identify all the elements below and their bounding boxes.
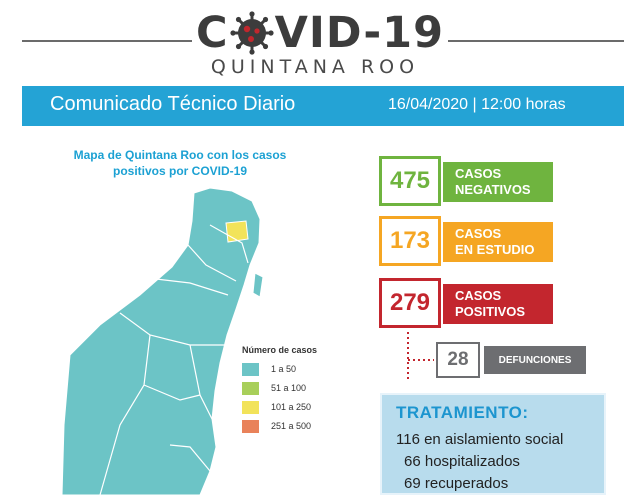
map-caption: Mapa de Quintana Roo con los casos posit…	[55, 147, 305, 179]
legend-swatch	[242, 362, 259, 376]
deaths-value-box: 28	[436, 342, 480, 378]
study-cases-value: 173	[389, 227, 431, 254]
negative-cases-value: 475	[389, 167, 431, 194]
legend-label: 101 a 250	[271, 402, 312, 412]
page-title: C VID-19	[196, 8, 446, 58]
quintana-roo-map	[61, 187, 264, 495]
map-municipal-borders	[99, 224, 249, 495]
positive-cases-value: 279	[389, 289, 431, 316]
legend-title: Número de casos	[242, 345, 318, 355]
treatment-hospitalized: 66 hospitalizados	[404, 453, 520, 470]
negative-cases-label-1: CASOS	[455, 166, 502, 181]
map-caption-line-1: Mapa de Quintana Roo con los casos	[73, 148, 287, 162]
legend-label: 1 a 50	[271, 364, 297, 374]
deaths-label-box: DEFUNCIONES	[484, 346, 586, 374]
legend-swatch	[242, 381, 259, 395]
stat-deaths: 28 DEFUNCIONES	[436, 342, 586, 378]
legend-label: 51 a 100	[271, 383, 307, 393]
stat-value-box: 279	[379, 278, 441, 328]
stat-label-box: CASOS NEGATIVOS	[443, 162, 553, 202]
legend-swatch	[242, 419, 259, 433]
stat-label-box: CASOS POSITIVOS	[443, 284, 553, 324]
treatment-recovered: 69 recuperados	[404, 475, 509, 492]
stat-negative-cases: 475 CASOS NEGATIVOS	[379, 156, 553, 206]
map-island-cozumel	[252, 272, 264, 298]
legend-label: 251 a 500	[271, 421, 312, 431]
legend-item: 251 a 500	[242, 419, 311, 433]
treatment-isolation: 116 en aislamiento social	[396, 431, 564, 448]
subtitle-state: QUINTANA ROO	[210, 56, 420, 78]
stat-value-box: 475	[379, 156, 441, 206]
banner-title: Comunicado Técnico Diario	[50, 93, 296, 115]
study-cases-label-2: EN ESTUDIO	[455, 242, 535, 257]
title-banner: Comunicado Técnico Diario 16/04/2020 | 1…	[22, 86, 624, 126]
deaths-value: 28	[447, 349, 469, 370]
stat-cases-under-study: 173 CASOS EN ESTUDIO	[379, 216, 553, 266]
header-rule-left	[22, 40, 192, 42]
stat-label-box: CASOS EN ESTUDIO	[443, 222, 553, 262]
negative-cases-label-2: NEGATIVOS	[455, 182, 531, 197]
deaths-label: DEFUNCIONES	[498, 354, 572, 366]
treatment-title: TRATAMIENTO:	[396, 403, 529, 422]
treatment-panel: TRATAMIENTO: 116 en aislamiento social 6…	[380, 393, 606, 495]
header-rule-right	[448, 40, 624, 42]
banner-date-time: 16/04/2020 | 12:00 horas	[388, 96, 566, 113]
positive-cases-label-1: CASOS	[455, 288, 502, 303]
legend-item: 1 a 50	[242, 362, 296, 376]
stat-positive-cases: 279 CASOS POSITIVOS	[379, 278, 553, 328]
positive-to-deaths-connector	[407, 332, 434, 380]
study-cases-label-1: CASOS	[455, 226, 502, 241]
legend-item: 51 a 100	[242, 381, 306, 395]
stat-value-box: 173	[379, 216, 441, 266]
map-region-cancun	[225, 220, 249, 243]
title-letters-vid19: VID-19	[274, 8, 445, 58]
map-caption-line-2: positivos por COVID-19	[112, 164, 248, 178]
positive-cases-label-2: POSITIVOS	[455, 304, 526, 319]
legend-swatch	[242, 400, 259, 414]
legend-item: 101 a 250	[242, 400, 311, 414]
virus-icon	[229, 10, 274, 55]
title-letter-c: C	[196, 8, 229, 58]
